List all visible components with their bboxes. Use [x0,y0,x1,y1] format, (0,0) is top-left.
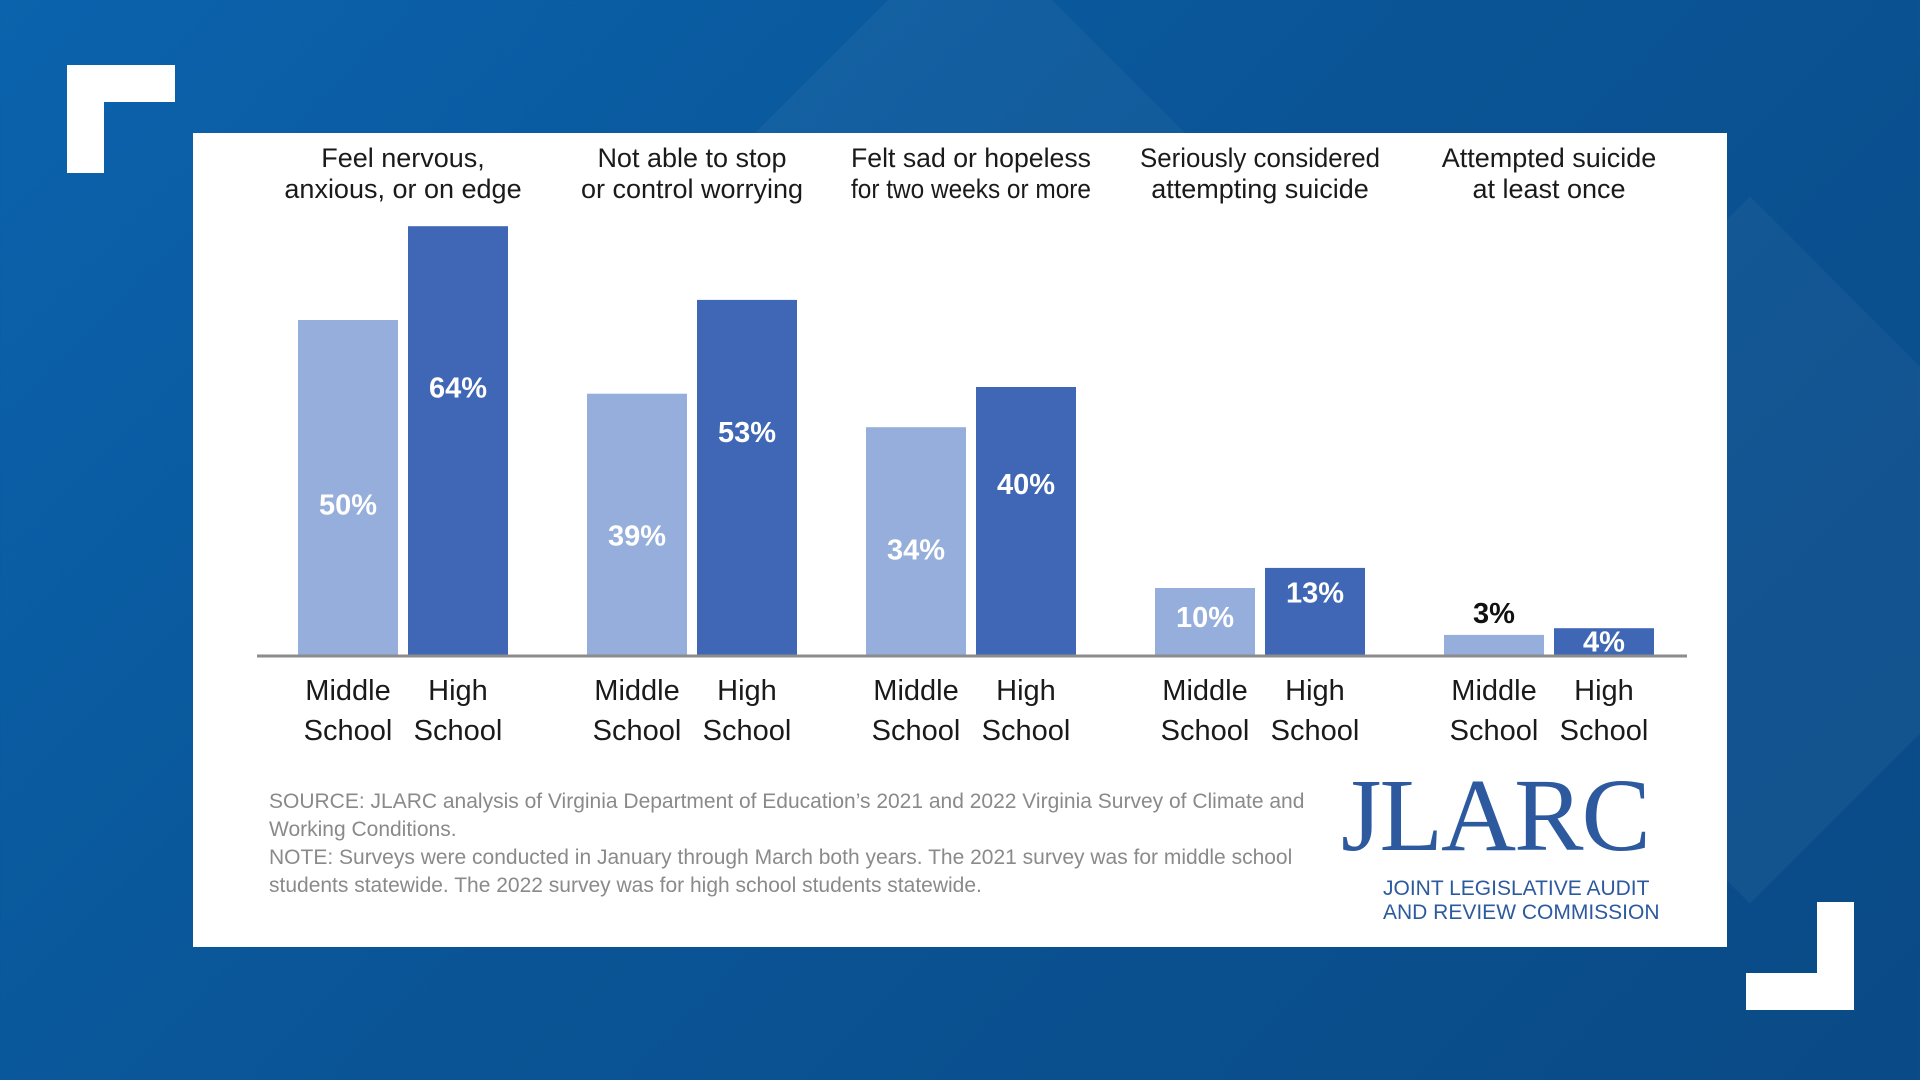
x-tick-label: School [872,715,961,747]
logo-line-2: AND REVIEW COMMISSION [1383,901,1660,924]
x-tick-label: School [593,715,682,747]
category-title: at least once [1472,174,1625,204]
jlarc-logo: JLARC JOINT LEGISLATIVE AUDIT AND REVIEW… [1341,758,1681,933]
x-tick-label: High [428,675,488,707]
chart-notes: SOURCE: JLARC analysis of Virginia Depar… [269,788,1309,900]
data-label: 40% [997,469,1055,501]
data-label: 64% [429,373,487,405]
data-label: 13% [1286,578,1344,610]
bar-high-school [976,387,1076,655]
data-label: 3% [1473,598,1515,630]
category-title: Seriously considered [1140,143,1380,173]
bar-middle-school [866,427,966,655]
category-title: or control worrying [581,174,803,204]
x-tick-label: School [1560,715,1649,747]
x-tick-label: High [717,675,777,707]
category-title: Felt sad or hopeless [851,143,1091,173]
note-text: NOTE: Surveys were conducted in January … [269,846,1293,897]
x-tick-label: Middle [1162,675,1247,707]
logo-line-1: JOINT LEGISLATIVE AUDIT [1383,877,1650,900]
x-tick-label: School [1161,715,1250,747]
category-title: Attempted suicide [1442,143,1657,173]
data-label: 53% [718,417,776,449]
logo-wordmark: JLARC [1341,758,1651,873]
bar-high-school [1265,567,1365,655]
source-note: SOURCE: JLARC analysis of Virginia Depar… [269,790,1305,841]
category-title: anxious, or on edge [284,174,521,204]
bar-middle-school [587,393,687,655]
data-label: 34% [887,534,945,566]
bar-high-school [697,299,797,655]
x-tick-label: School [982,715,1071,747]
data-label: 39% [608,520,666,552]
data-label: 4% [1583,627,1625,659]
data-label: 50% [319,489,377,521]
x-tick-label: School [1271,715,1360,747]
x-tick-label: Middle [305,675,390,707]
x-tick-label: High [996,675,1056,707]
x-tick-label: Middle [594,675,679,707]
data-label: 10% [1176,602,1234,634]
bar-middle-school [1444,634,1544,655]
bar-middle-school [1155,588,1255,655]
x-tick-label: Middle [1451,675,1536,707]
x-tick-label: Middle [873,675,958,707]
x-tick-label: School [1450,715,1539,747]
x-tick-label: High [1574,675,1634,707]
x-tick-label: School [414,715,503,747]
x-tick-label: School [703,715,792,747]
chart-panel: Feel nervous, anxious, or on edge Not able… [193,133,1727,947]
bar-chart: Feel nervous,anxious, or on edge Not able… [257,143,1687,747]
category-title: Feel nervous, [321,143,485,173]
bar-high-school [408,226,508,655]
x-tick-label: High [1285,675,1345,707]
category-title: Not able to stop [597,143,786,173]
x-tick-label: School [304,715,393,747]
category-title: for two weeks or more [851,174,1091,204]
bar-middle-school [298,320,398,655]
category-title: attempting suicide [1151,174,1369,204]
bar-high-school [1554,628,1654,655]
